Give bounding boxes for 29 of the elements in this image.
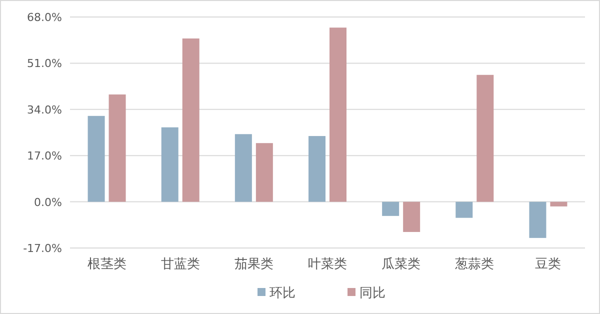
bar bbox=[403, 202, 420, 232]
x-tick-label: 葱蒜类 bbox=[455, 257, 494, 272]
bar bbox=[476, 74, 494, 202]
bar bbox=[256, 143, 273, 202]
y-tick-label: 51.0% bbox=[27, 57, 62, 70]
bar bbox=[382, 202, 400, 216]
bar bbox=[308, 136, 326, 202]
y-tick-label: 0.0% bbox=[34, 196, 62, 209]
bar bbox=[108, 94, 126, 202]
bar bbox=[330, 28, 346, 202]
legend-label: 同比 bbox=[360, 286, 386, 301]
x-tick-label: 茄果类 bbox=[234, 257, 274, 272]
y-tick-label: -17.0% bbox=[23, 242, 62, 255]
bar bbox=[182, 38, 200, 202]
x-tick-label: 甘蓝类 bbox=[160, 257, 200, 272]
bar bbox=[456, 202, 473, 218]
x-tick-label: 瓜菜类 bbox=[382, 257, 421, 272]
x-tick-label: 豆类 bbox=[535, 257, 562, 272]
bar bbox=[234, 134, 252, 202]
y-tick-label: 17.0% bbox=[27, 150, 62, 163]
bar bbox=[550, 202, 568, 206]
y-tick-label: 68.0% bbox=[27, 11, 62, 24]
bar bbox=[161, 127, 178, 202]
bar bbox=[529, 202, 546, 238]
bar bbox=[88, 116, 105, 202]
legend-label: 环比 bbox=[270, 286, 296, 301]
x-tick-label: 根茎类 bbox=[87, 257, 126, 272]
x-tick-label: 叶菜类 bbox=[308, 257, 347, 272]
y-tick-label: 34.0% bbox=[27, 103, 62, 116]
